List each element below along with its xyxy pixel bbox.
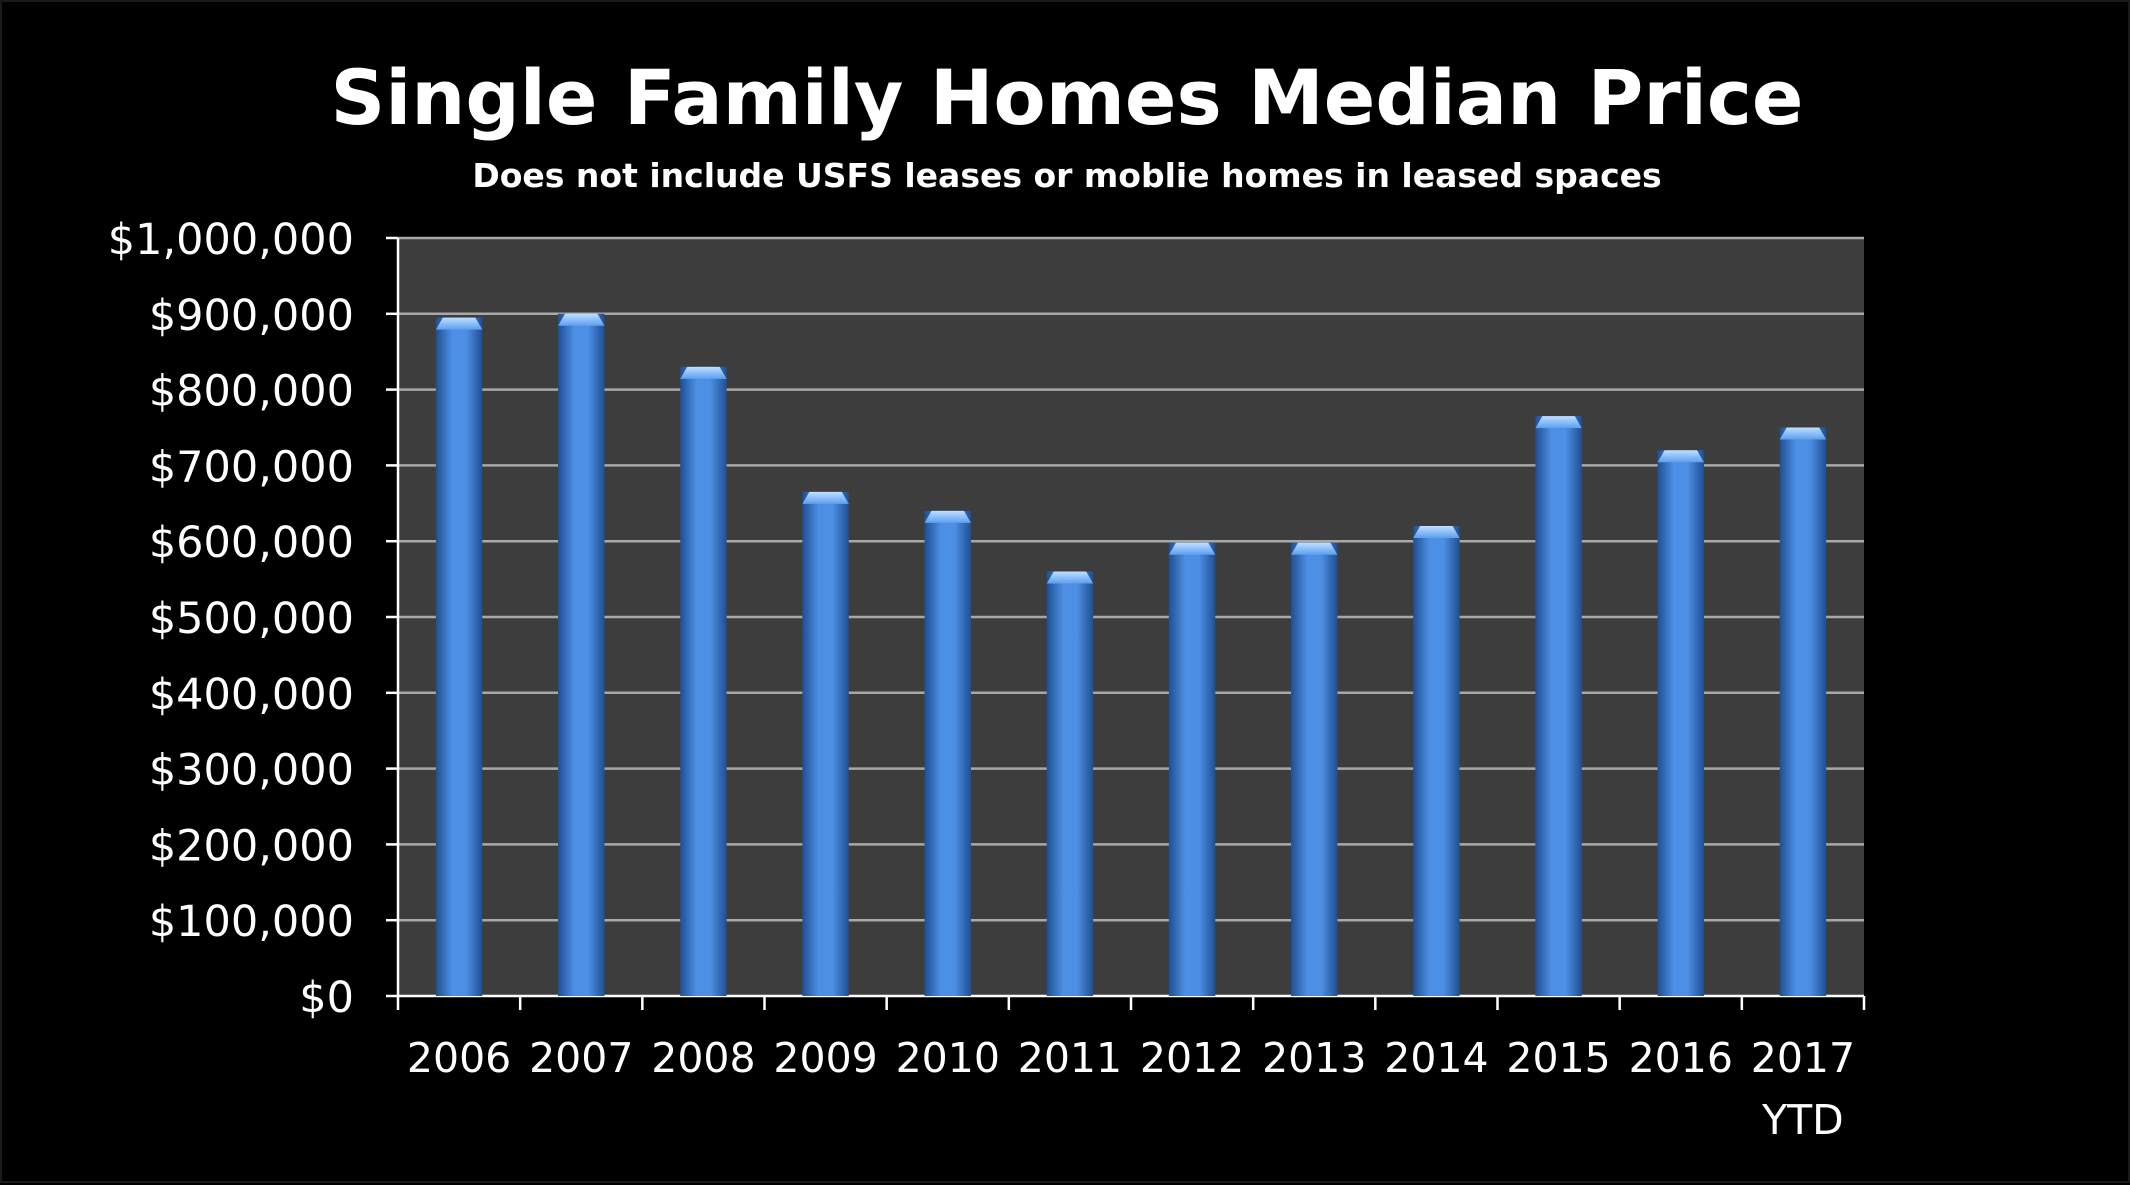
x-tick-label: 2009 [773, 1034, 877, 1082]
y-tick-label: $800,000 [149, 367, 354, 417]
bar-cap [1168, 542, 1216, 555]
x-tick-label: 2017 YTD [1751, 1034, 1855, 1144]
y-tick-label: $600,000 [149, 518, 354, 568]
bar-cap [1046, 571, 1094, 584]
x-tick-label: 2006 [407, 1034, 511, 1082]
x-tick-label: 2013 [1262, 1034, 1366, 1082]
y-tick-label: $400,000 [149, 670, 354, 720]
y-tick-label: $500,000 [149, 594, 354, 644]
y-tick-label: $100,000 [149, 897, 354, 947]
bar [1657, 450, 1704, 996]
y-tick-label: $200,000 [149, 821, 354, 871]
y-tick-label: $900,000 [149, 291, 354, 341]
x-tick-label: 2011 [1018, 1034, 1122, 1082]
bar-cap [802, 491, 849, 504]
bar-cap [558, 313, 605, 326]
y-tick-label: $0 [299, 973, 354, 1023]
bar [435, 317, 483, 997]
x-tick-label: 2014 [1384, 1034, 1488, 1082]
bar [558, 313, 605, 996]
x-tick-label: 2015 [1506, 1034, 1610, 1082]
bar-cap [1657, 450, 1704, 463]
bar [1535, 416, 1582, 996]
bar-cap [924, 510, 971, 523]
x-tick-label: 2008 [651, 1034, 755, 1082]
y-tick-label: $300,000 [149, 746, 354, 796]
bar [1413, 526, 1460, 996]
bar [1779, 427, 1827, 996]
bar-cap [1291, 542, 1338, 555]
chart-subtitle: Does not include USFS leases or moblie h… [472, 156, 1662, 195]
x-tick-label: 2010 [896, 1034, 1000, 1082]
y-tick-label: $700,000 [149, 442, 354, 492]
x-tick-label: 2012 [1140, 1034, 1244, 1082]
x-tick-label: 2007 [529, 1034, 633, 1082]
bar [1046, 571, 1094, 996]
bar [1291, 542, 1338, 996]
bar [802, 491, 849, 996]
bar [1168, 542, 1216, 996]
bar-cap [435, 317, 483, 330]
x-tick-label: 2016 [1629, 1034, 1733, 1082]
chart-title: Single Family Homes Median Price [330, 53, 1804, 142]
bar-cap [1413, 526, 1460, 539]
bar-cap [1535, 416, 1582, 429]
bar-cap [1779, 427, 1827, 440]
y-tick-label: $1,000,000 [108, 215, 354, 265]
bar [680, 366, 727, 996]
bar [924, 510, 971, 996]
bar-cap [680, 366, 727, 379]
